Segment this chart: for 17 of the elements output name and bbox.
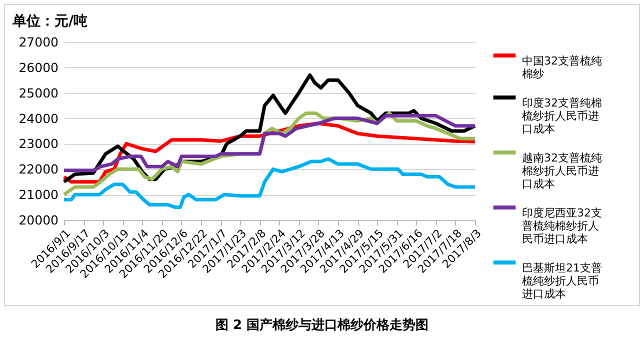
y-axis-title: 单位：元/吨 <box>12 14 88 30</box>
y-tick-label: 25000 <box>18 85 59 100</box>
y-tick-label: 22000 <box>18 162 59 177</box>
legend-label: 巴基斯坦21支普梳纯纱折人民币进口成本 <box>522 262 602 300</box>
legend-label: 印度32支普纯棉梳纱折人民币进口成本 <box>522 96 602 136</box>
y-tick-label: 26000 <box>18 60 59 75</box>
legend-label: 中国32支普梳纯棉纱 <box>522 54 602 80</box>
caption: 图 2 国产棉纱与进口棉纱价格走势图 <box>214 316 430 334</box>
y-tick-label: 20000 <box>18 212 59 228</box>
y-tick-label: 23000 <box>18 136 59 152</box>
y-tick-label: 27000 <box>18 34 59 50</box>
line-series <box>62 157 477 210</box>
y-tick-label: 21000 <box>18 187 59 202</box>
line-series <box>62 114 477 172</box>
y-tick-label: 24000 <box>18 110 59 126</box>
legend-label: 印度尼西亚32支普梳纯棉纱折人民币进口成本 <box>522 206 602 246</box>
legend-label: 越南32支普梳纯棉纱折人民币进口成本 <box>522 152 602 190</box>
